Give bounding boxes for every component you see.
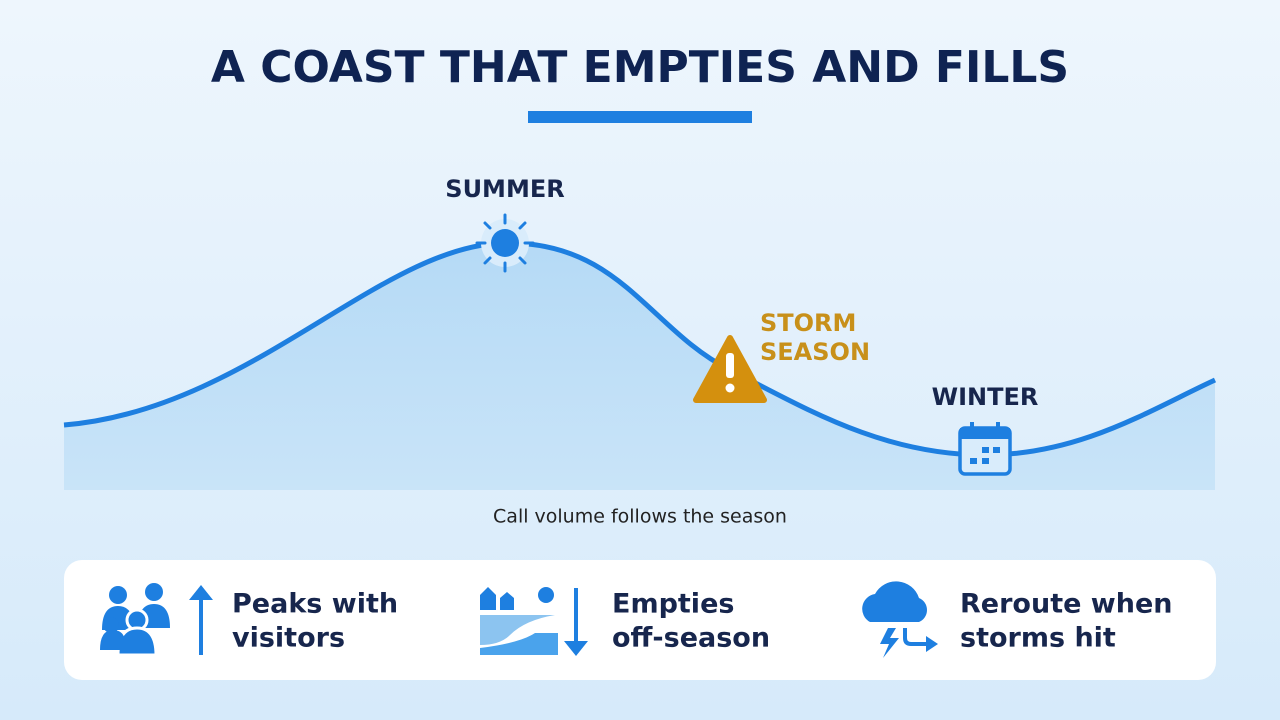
people-icon [100, 583, 170, 657]
card-text: storms hit [960, 623, 1116, 654]
calendar-icon [958, 422, 1012, 476]
card-text: visitors [232, 623, 345, 654]
card-text: Empties [612, 589, 734, 620]
caption: Call volume follows the season [493, 506, 787, 528]
card-text: Reroute when [960, 589, 1173, 620]
card-text: Peaks with [232, 589, 398, 620]
arrow-down-icon [564, 588, 588, 656]
sun-icon [475, 213, 535, 273]
coast-icon [480, 587, 558, 655]
title: A COAST THAT EMPTIES AND FILLS [211, 42, 1069, 93]
title-underline [528, 111, 752, 123]
warning-icon [693, 335, 767, 403]
card-panel [64, 560, 1216, 680]
curve-line [63, 240, 1217, 458]
storm-reroute-icon [862, 581, 938, 658]
winter-label: WINTER [932, 383, 1039, 411]
card-text: off-season [612, 623, 770, 654]
storm-label: STORM [760, 309, 856, 337]
arrow-up-icon [189, 585, 213, 655]
storm-label: SEASON [760, 338, 870, 366]
summer-label: SUMMER [445, 175, 564, 203]
